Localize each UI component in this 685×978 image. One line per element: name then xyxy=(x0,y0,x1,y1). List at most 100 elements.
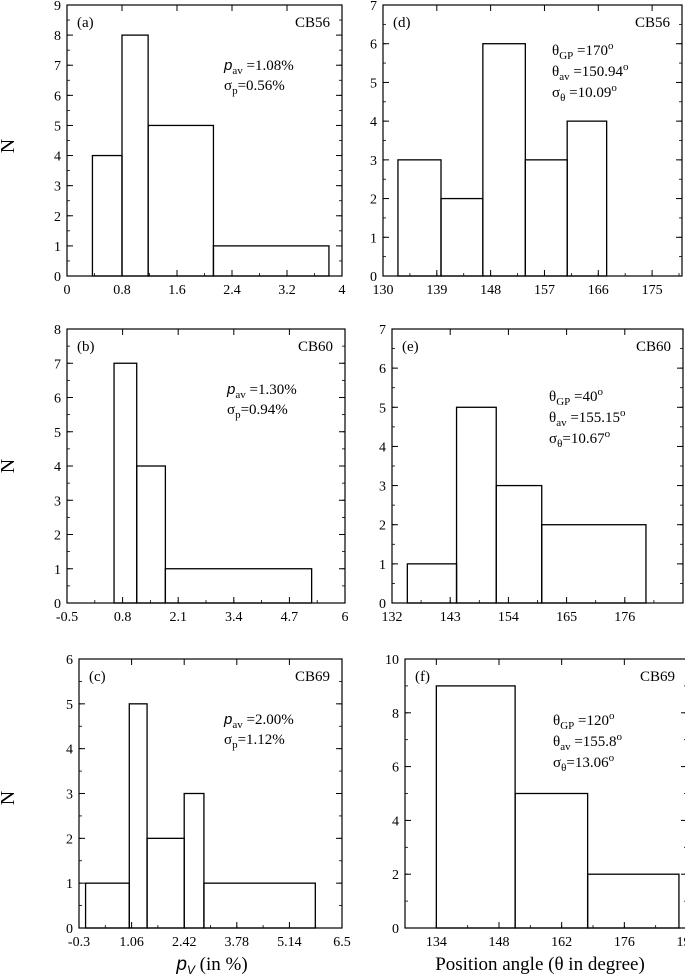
histogram-bar xyxy=(121,34,149,277)
y-tick-label: 7 xyxy=(370,0,377,14)
y-tick-label: 10 xyxy=(385,653,399,668)
x-tick-label: -0.3 xyxy=(68,935,90,950)
stat-subscript: av xyxy=(556,417,567,429)
y-tick-label: 3 xyxy=(54,494,61,509)
y-tick-label: 3 xyxy=(379,480,386,495)
histogram-bar xyxy=(147,124,215,277)
stat-subscript: av xyxy=(232,65,243,77)
plot-frame xyxy=(382,4,683,277)
histogram-bar xyxy=(440,197,484,277)
y-tick-label: 4 xyxy=(54,150,61,165)
x-tick-label: 190 xyxy=(677,935,685,950)
stat-symbol: θ xyxy=(549,389,556,405)
x-tick-label: 0.8 xyxy=(113,283,131,298)
x-tick-label: 6 xyxy=(342,610,349,625)
x-tick-label: 134 xyxy=(426,935,447,950)
cloud-name: CB69 xyxy=(640,669,675,685)
histogram-bar xyxy=(84,882,130,929)
stat-symbol: p xyxy=(223,711,232,728)
x-tick-label: 157 xyxy=(534,283,555,298)
x-axis-label-left-symbol: p xyxy=(175,954,187,975)
stat-symbol: σ xyxy=(549,431,557,447)
x-tick-label: 2.4 xyxy=(223,283,241,298)
x-tick-label: 2.42 xyxy=(172,935,197,950)
stat-symbol: σ xyxy=(552,85,560,101)
histogram-bar xyxy=(91,154,123,277)
stat-annotation: θGP =120o xyxy=(553,710,615,732)
stat-annotation: σθ =10.09o xyxy=(552,82,617,104)
y-tick-label: 4 xyxy=(370,115,377,130)
panel-label: (a) xyxy=(77,15,94,31)
stat-annotation: pav =1.30% xyxy=(226,381,297,401)
y-tick-label: 5 xyxy=(54,119,61,134)
x-tick-label: 0 xyxy=(64,283,71,298)
stat-subscript: θ xyxy=(561,762,566,774)
y-tick-label: 6 xyxy=(54,89,61,104)
stat-superscript: o xyxy=(623,61,629,73)
stat-value: =2.00% xyxy=(243,712,294,728)
stat-subscript: GP xyxy=(559,50,573,62)
histogram-bar xyxy=(586,873,680,929)
stat-symbol: σ xyxy=(227,402,235,418)
stat-value: =13.06 xyxy=(566,755,609,771)
x-axis-label-left: pV (in %) xyxy=(175,954,247,977)
stat-value: =155.8 xyxy=(571,734,617,750)
y-tick-label: 5 xyxy=(66,698,73,713)
x-tick-label: 5.14 xyxy=(277,935,302,950)
y-tick-label: 1 xyxy=(370,231,377,246)
x-tick-label: 166 xyxy=(588,283,609,298)
x-tick-label: 132 xyxy=(382,610,403,625)
stat-subscript: av xyxy=(560,741,571,753)
cloud-name: CB60 xyxy=(298,339,333,355)
stat-symbol: θ xyxy=(549,410,556,426)
cloud-name: CB69 xyxy=(295,669,330,685)
stat-superscript: o xyxy=(605,428,611,440)
x-tick-label: 162 xyxy=(551,935,572,950)
y-tick-label: 3 xyxy=(370,154,377,169)
stat-superscript: o xyxy=(620,407,626,419)
x-tick-label: 175 xyxy=(642,283,663,298)
stat-superscript: o xyxy=(609,710,615,722)
stat-value: =1.30% xyxy=(246,382,297,398)
histogram-bar xyxy=(406,563,458,604)
x-tick-label: 3.4 xyxy=(225,610,243,625)
stat-subscript: av xyxy=(232,719,243,731)
histogram-bar xyxy=(495,484,543,604)
stat-value: =10.67 xyxy=(562,431,605,447)
stat-subscript: av xyxy=(235,389,246,401)
stat-superscript: o xyxy=(617,731,623,743)
histogram-bar xyxy=(146,837,185,929)
y-tick-label: 5 xyxy=(379,401,386,416)
stat-annotation: σp=0.56% xyxy=(224,78,285,97)
y-tick-label: 6 xyxy=(54,392,61,407)
x-tick-label: 148 xyxy=(480,283,501,298)
y-tick-label: 4 xyxy=(379,440,386,455)
y-tick-label: 6 xyxy=(66,653,73,668)
y-tick-label: 7 xyxy=(379,323,386,338)
y-tick-label: 7 xyxy=(54,59,61,74)
stat-annotation: θav =155.8o xyxy=(553,731,623,753)
y-tick-label: 3 xyxy=(66,788,73,803)
stat-subscript: p xyxy=(232,739,238,751)
y-tick-label: 4 xyxy=(54,460,61,475)
panel-label: (b) xyxy=(77,339,95,355)
stat-symbol: σ xyxy=(224,78,232,94)
x-tick-label: 176 xyxy=(614,610,635,625)
y-tick-label: 4 xyxy=(66,743,73,758)
cloud-name: CB60 xyxy=(636,339,671,355)
x-tick-label: 130 xyxy=(373,283,394,298)
stat-value: =1.08% xyxy=(243,58,294,74)
stat-subscript: p xyxy=(232,85,238,97)
y-tick-label: 4 xyxy=(392,814,399,829)
histogram-bar xyxy=(514,792,589,929)
plot-frame xyxy=(78,658,343,929)
stat-value: =1.12% xyxy=(238,732,285,748)
x-tick-label: 3.2 xyxy=(278,283,296,298)
y-tick-label: 6 xyxy=(370,38,377,53)
y-tick-label: 1 xyxy=(66,877,73,892)
stat-value: =155.15 xyxy=(567,410,620,426)
y-tick-label: 0 xyxy=(392,922,399,937)
histogram-bar xyxy=(136,465,167,604)
